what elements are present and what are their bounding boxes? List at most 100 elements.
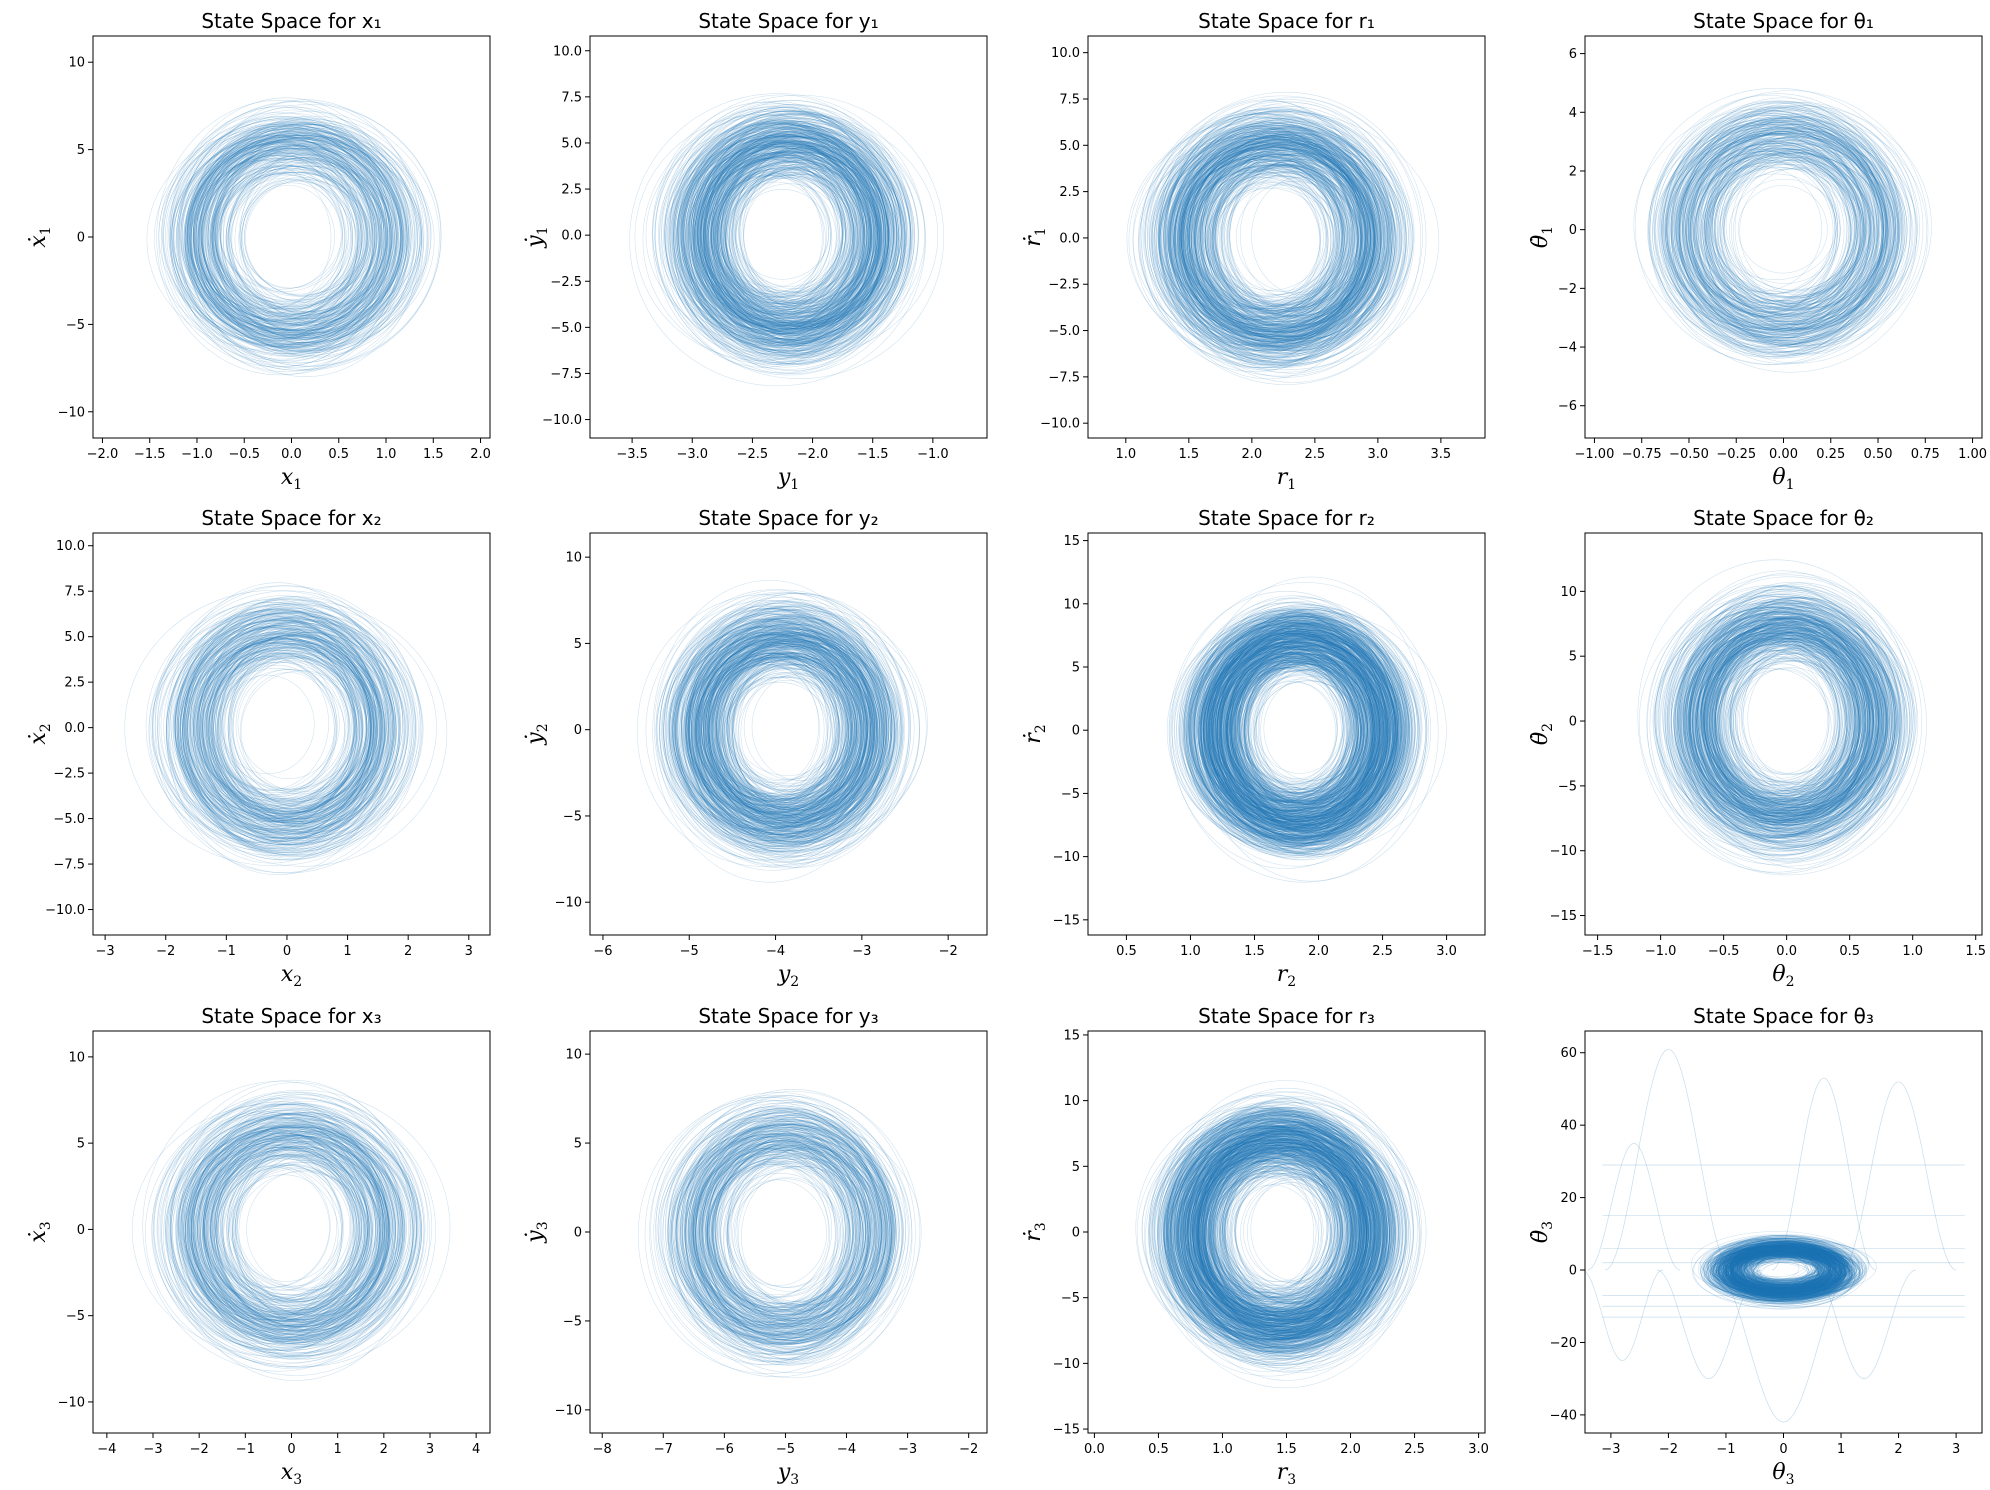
trajectory [698,1140,846,1325]
trajectory [1203,137,1369,341]
trajectory [637,1097,897,1374]
trajectory [176,1124,402,1340]
trajectory [187,618,416,839]
trajectory [1733,657,1841,791]
trajectory [664,107,912,366]
trajectory [1128,111,1440,371]
trajectory [1723,632,1861,808]
trajectory [191,1109,399,1345]
trajectory [673,120,897,352]
trajectory [1201,608,1392,847]
trajectory [1185,1133,1354,1335]
trajectory [1694,154,1839,309]
trajectory [220,664,335,796]
trajectory [1683,143,1865,313]
trajectory [1692,141,1882,315]
trajectory [703,147,881,322]
trajectory [1227,638,1374,825]
trajectory [1696,610,1908,835]
trajectory [732,664,862,796]
trajectory [1191,161,1345,326]
trajectory [1671,624,1867,812]
trajectory [718,162,873,306]
trajectory [697,651,870,810]
trajectory [1232,662,1369,804]
trajectory [712,1147,858,1322]
trajectory [1241,656,1369,812]
trajectory [211,646,355,811]
trajectory [723,172,833,308]
trajectory [1178,154,1343,318]
trajectory [706,164,853,311]
trajectory [1205,639,1359,822]
x-axis-label: x3 [281,1460,302,1488]
trajectory [699,627,885,830]
trajectory [210,1145,370,1309]
trajectory [1678,120,1902,341]
trajectory [1707,140,1870,323]
trajectory [178,1110,388,1342]
trajectory [202,1145,357,1318]
trajectory [1198,1176,1333,1298]
trajectory [215,633,391,823]
x-tick-label: −1 [236,1442,255,1457]
trajectory [1685,145,1871,319]
trajectory [1211,626,1374,832]
trajectory [1237,634,1397,827]
trajectory [145,1101,420,1365]
trajectory [708,1157,854,1304]
trajectory [1209,171,1368,306]
trajectory [1225,176,1347,304]
y-tick-label: −10.0 [1040,417,1080,432]
trajectory [1169,129,1407,355]
trajectory [180,631,384,826]
trajectory [670,133,881,335]
trajectory [181,1117,384,1333]
trajectory [195,122,399,346]
trajectory [700,155,879,324]
trajectory [1260,658,1383,804]
trajectory [1209,628,1389,832]
trajectory [1674,602,1894,843]
trajectory [1244,663,1365,795]
trajectory [1688,616,1885,817]
trajectory [1686,617,1902,821]
trajectory [1711,131,1895,329]
trajectory [210,1148,361,1320]
x-tick-label: 1 [334,1442,342,1457]
trajectory [202,145,392,332]
trajectory [1693,630,1851,811]
trajectory [1702,613,1868,826]
trajectory [681,130,888,337]
trajectory [180,623,371,839]
trajectory [1220,648,1358,811]
trajectory [203,150,363,319]
trajectory [711,656,859,803]
trajectory [1678,137,1873,325]
trajectory [186,160,342,310]
trajectory [169,1104,425,1358]
trajectory [1695,632,1861,806]
trajectory [209,656,329,791]
trajectory [1227,643,1394,829]
trajectory [689,133,905,341]
trajectory [160,116,398,363]
trajectory [211,628,382,825]
trajectory [1195,171,1324,307]
trajectory [702,1139,880,1329]
trajectory [715,655,861,799]
trajectory [696,640,856,819]
trajectory [685,622,885,839]
trajectory [214,165,359,301]
trajectory [697,1142,889,1326]
trajectory [1173,120,1386,351]
trajectory [1686,619,1916,826]
trajectory [727,642,893,811]
trajectory [684,634,868,825]
trajectory [1174,131,1381,353]
trajectory [1238,663,1359,797]
trajectory [197,1149,372,1315]
trajectory [1153,125,1406,357]
trajectory [704,126,888,341]
trajectory [183,624,389,826]
